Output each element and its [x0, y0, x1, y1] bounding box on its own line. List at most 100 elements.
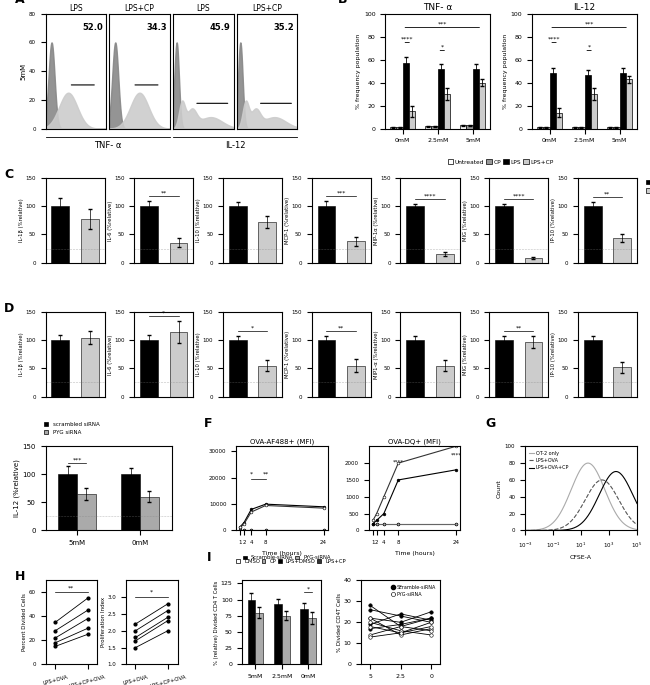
Bar: [347, 241, 365, 262]
Text: ***: ***: [337, 190, 346, 196]
Bar: [274, 604, 282, 664]
Bar: [409, 112, 415, 129]
Text: *: *: [588, 45, 591, 50]
Y-axis label: IL-10 (%relative): IL-10 (%relative): [196, 199, 202, 242]
Text: **: **: [515, 325, 522, 331]
Text: H: H: [14, 570, 25, 583]
Text: ****: ****: [424, 193, 436, 199]
Bar: [607, 127, 614, 129]
Bar: [248, 599, 255, 664]
Bar: [556, 112, 562, 129]
Text: **: **: [263, 471, 269, 476]
Text: ****: ****: [401, 37, 413, 42]
Bar: [584, 75, 591, 129]
Text: *: *: [441, 45, 444, 50]
Bar: [406, 206, 424, 262]
Bar: [140, 340, 158, 397]
Text: ***: ***: [72, 458, 82, 462]
Text: ****: ****: [512, 193, 525, 199]
Y-axis label: % frequency population: % frequency population: [503, 34, 508, 109]
Bar: [318, 340, 335, 397]
Bar: [140, 497, 159, 530]
Y-axis label: MIG (%relative): MIG (%relative): [463, 200, 467, 241]
Y-axis label: IL-1β (%relative): IL-1β (%relative): [19, 332, 24, 376]
Bar: [259, 366, 276, 397]
Legend: LPS, LPS+CP: LPS, LPS+CP: [643, 177, 650, 196]
Bar: [479, 83, 486, 129]
Bar: [525, 258, 542, 262]
Text: *: *: [399, 584, 402, 590]
Bar: [406, 340, 424, 397]
Bar: [229, 340, 246, 397]
Text: G: G: [486, 416, 496, 429]
Bar: [121, 474, 140, 530]
Bar: [396, 127, 403, 129]
Legend: Scramble-siRNA, PYG-siRNA: Scramble-siRNA, PYG-siRNA: [389, 583, 438, 599]
Bar: [81, 219, 99, 262]
Bar: [51, 206, 69, 262]
Text: 45.9: 45.9: [210, 23, 231, 32]
Legend: DMSO, CP, LPS+DMSO, LPS+CP: DMSO, CP, LPS+DMSO, LPS+CP: [234, 557, 348, 566]
Y-axis label: MCP-1 (%relative): MCP-1 (%relative): [285, 197, 290, 244]
Text: I: I: [207, 551, 211, 564]
Bar: [549, 73, 556, 129]
Y-axis label: % frequency population: % frequency population: [356, 34, 361, 109]
Bar: [403, 63, 409, 129]
Bar: [584, 340, 601, 397]
Y-axis label: MCP-1 (%relative): MCP-1 (%relative): [285, 331, 290, 378]
Y-axis label: IP-10 (%relative): IP-10 (%relative): [551, 199, 556, 242]
Bar: [495, 340, 513, 397]
Bar: [259, 222, 276, 262]
Y-axis label: Count: Count: [497, 479, 502, 498]
Bar: [614, 127, 619, 129]
Text: TNF- α: TNF- α: [94, 141, 122, 150]
Text: ****: ****: [450, 452, 462, 458]
Y-axis label: % Divided CD4T Cells: % Divided CD4T Cells: [337, 593, 342, 652]
Y-axis label: IL-1β (%relative): IL-1β (%relative): [19, 199, 24, 242]
Text: **: **: [338, 325, 344, 331]
X-axis label: Time (hours): Time (hours): [395, 551, 434, 556]
Text: *: *: [251, 325, 254, 331]
Legend: OT-2 only, LPS+OVA, LPS+OVA+CP: OT-2 only, LPS+OVA, LPS+OVA+CP: [527, 449, 571, 473]
Text: **: **: [604, 192, 610, 197]
Bar: [140, 206, 158, 262]
Text: B: B: [338, 0, 348, 6]
Text: C: C: [4, 169, 13, 182]
Title: OVA-AF488+ (MFI): OVA-AF488+ (MFI): [250, 438, 314, 445]
Title: LPS: LPS: [69, 4, 83, 13]
Legend: Scramble-siRNA, PYG-siRNA: Scramble-siRNA, PYG-siRNA: [241, 553, 333, 562]
Text: *: *: [150, 590, 153, 595]
Y-axis label: MIP-1α (%relative): MIP-1α (%relative): [374, 196, 379, 245]
Bar: [444, 94, 450, 129]
Bar: [58, 474, 77, 530]
Bar: [495, 206, 513, 262]
X-axis label: CFSE-A: CFSE-A: [570, 555, 592, 560]
Y-axis label: IL-6 (%relative): IL-6 (%relative): [108, 334, 112, 375]
Y-axis label: IL-10 (%relative): IL-10 (%relative): [196, 332, 202, 376]
Legend: scrambled siRNA, PYG siRNA: scrambled siRNA, PYG siRNA: [42, 419, 101, 437]
Text: *: *: [250, 471, 253, 476]
Text: IL-12: IL-12: [225, 141, 245, 150]
X-axis label: Time (hours): Time (hours): [262, 551, 302, 556]
Bar: [626, 79, 632, 129]
Bar: [614, 367, 631, 397]
Bar: [229, 206, 246, 262]
Bar: [460, 125, 467, 129]
Text: F: F: [204, 416, 213, 429]
Bar: [318, 206, 335, 262]
Title: LPS+CP: LPS+CP: [252, 4, 282, 13]
Bar: [578, 127, 584, 129]
Bar: [473, 69, 479, 129]
Bar: [77, 494, 96, 530]
Bar: [81, 338, 99, 397]
Bar: [543, 127, 549, 129]
Y-axis label: MIP1-α (%relative): MIP1-α (%relative): [374, 330, 379, 379]
Title: LPS: LPS: [196, 4, 210, 13]
Bar: [390, 127, 396, 129]
Bar: [467, 125, 473, 129]
Text: 52.0: 52.0: [83, 23, 103, 32]
Text: 35.2: 35.2: [274, 23, 294, 32]
Y-axis label: % (relative) Divided CD4 T Cells: % (relative) Divided CD4 T Cells: [214, 580, 219, 664]
Bar: [347, 366, 365, 397]
Text: 34.3: 34.3: [146, 23, 167, 32]
